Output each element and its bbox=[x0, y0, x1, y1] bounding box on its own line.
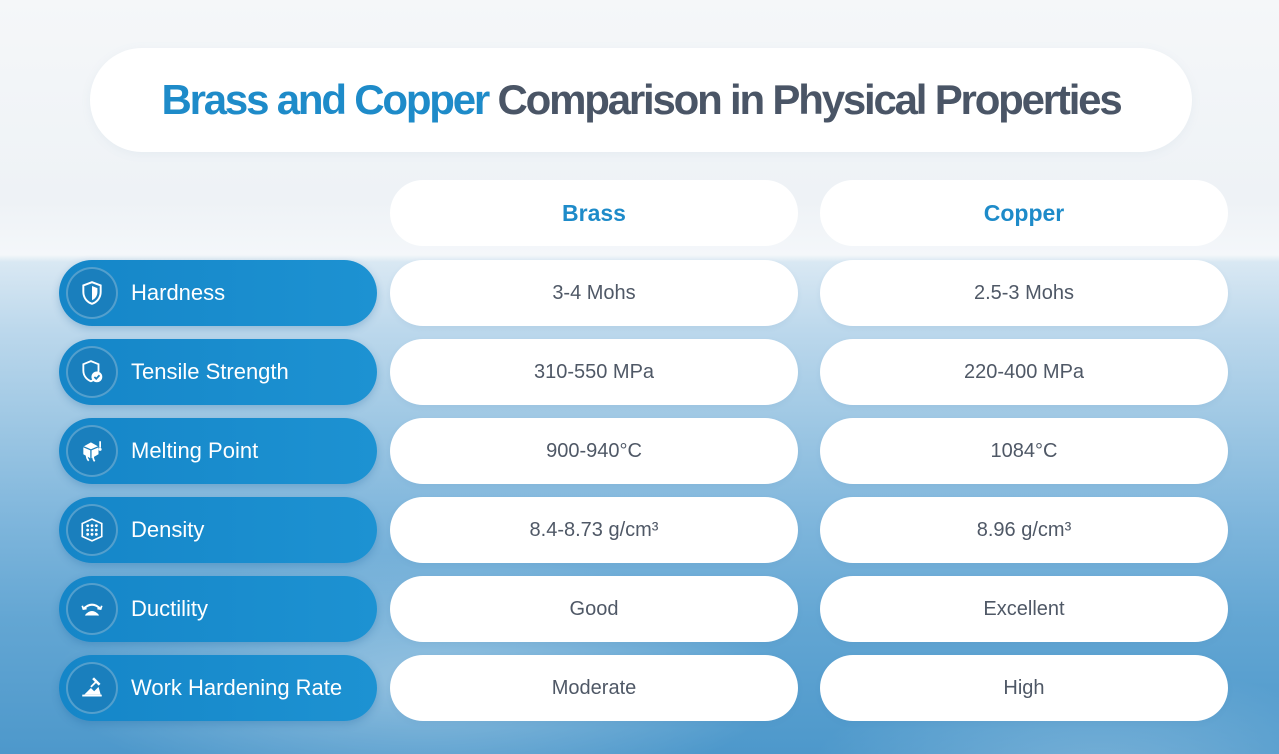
brass-value: Moderate bbox=[390, 655, 798, 721]
row-label-pill: Density bbox=[59, 497, 377, 563]
copper-value: 2.5-3 Mohs bbox=[820, 260, 1228, 326]
copper-value: 1084°C bbox=[820, 418, 1228, 484]
bending-arrows-icon bbox=[66, 583, 118, 635]
row-label: Melting Point bbox=[131, 438, 259, 463]
page-title: Brass and Copper Comparison in Physical … bbox=[161, 76, 1123, 124]
table-row: Melting Point 900-940°C 1084°C bbox=[0, 418, 1279, 484]
melting-cube-icon bbox=[66, 425, 118, 477]
copper-value: 8.96 g/cm³ bbox=[820, 497, 1228, 563]
row-label: Hardness bbox=[131, 280, 226, 305]
row-label-pill: Melting Point bbox=[59, 418, 377, 484]
hammer-strike-icon bbox=[66, 662, 118, 714]
table-row: Tensile Strength 310-550 MPa 220-400 MPa bbox=[0, 339, 1279, 405]
table-row: Density 8.4-8.73 g/cm³ 8.96 g/cm³ bbox=[0, 497, 1279, 563]
title-card: Brass and Copper Comparison in Physical … bbox=[90, 48, 1192, 152]
row-label: Work Hardening Rate bbox=[131, 675, 343, 700]
shield-check-icon bbox=[66, 346, 118, 398]
column-header-copper: Copper bbox=[820, 180, 1228, 246]
column-header-brass: Brass bbox=[390, 180, 798, 246]
row-label: Ductility bbox=[131, 596, 209, 621]
brass-value: 900-940°C bbox=[390, 418, 798, 484]
dotted-grid-icon bbox=[66, 504, 118, 556]
copper-value: Excellent bbox=[820, 576, 1228, 642]
brass-value: Good bbox=[390, 576, 798, 642]
table-row: Work Hardening Rate Moderate High bbox=[0, 655, 1279, 721]
brass-value: 8.4-8.73 g/cm³ bbox=[390, 497, 798, 563]
table-row: Hardness 3-4 Mohs 2.5-3 Mohs bbox=[0, 260, 1279, 326]
row-label-pill: Hardness bbox=[59, 260, 377, 326]
shield-icon bbox=[66, 267, 118, 319]
row-label-pill: Tensile Strength bbox=[59, 339, 377, 405]
row-label: Density bbox=[131, 517, 205, 542]
copper-value: High bbox=[820, 655, 1228, 721]
row-label-pill: Ductility bbox=[59, 576, 377, 642]
row-label-pill: Work Hardening Rate bbox=[59, 655, 377, 721]
copper-value: 220-400 MPa bbox=[820, 339, 1228, 405]
title-accent: Brass and Copper bbox=[161, 76, 491, 123]
brass-value: 3-4 Mohs bbox=[390, 260, 798, 326]
title-rest: Comparison in Physical Properties bbox=[497, 76, 1123, 123]
table-row: Ductility Good Excellent bbox=[0, 576, 1279, 642]
brass-value: 310-550 MPa bbox=[390, 339, 798, 405]
row-label: Tensile Strength bbox=[131, 359, 289, 384]
